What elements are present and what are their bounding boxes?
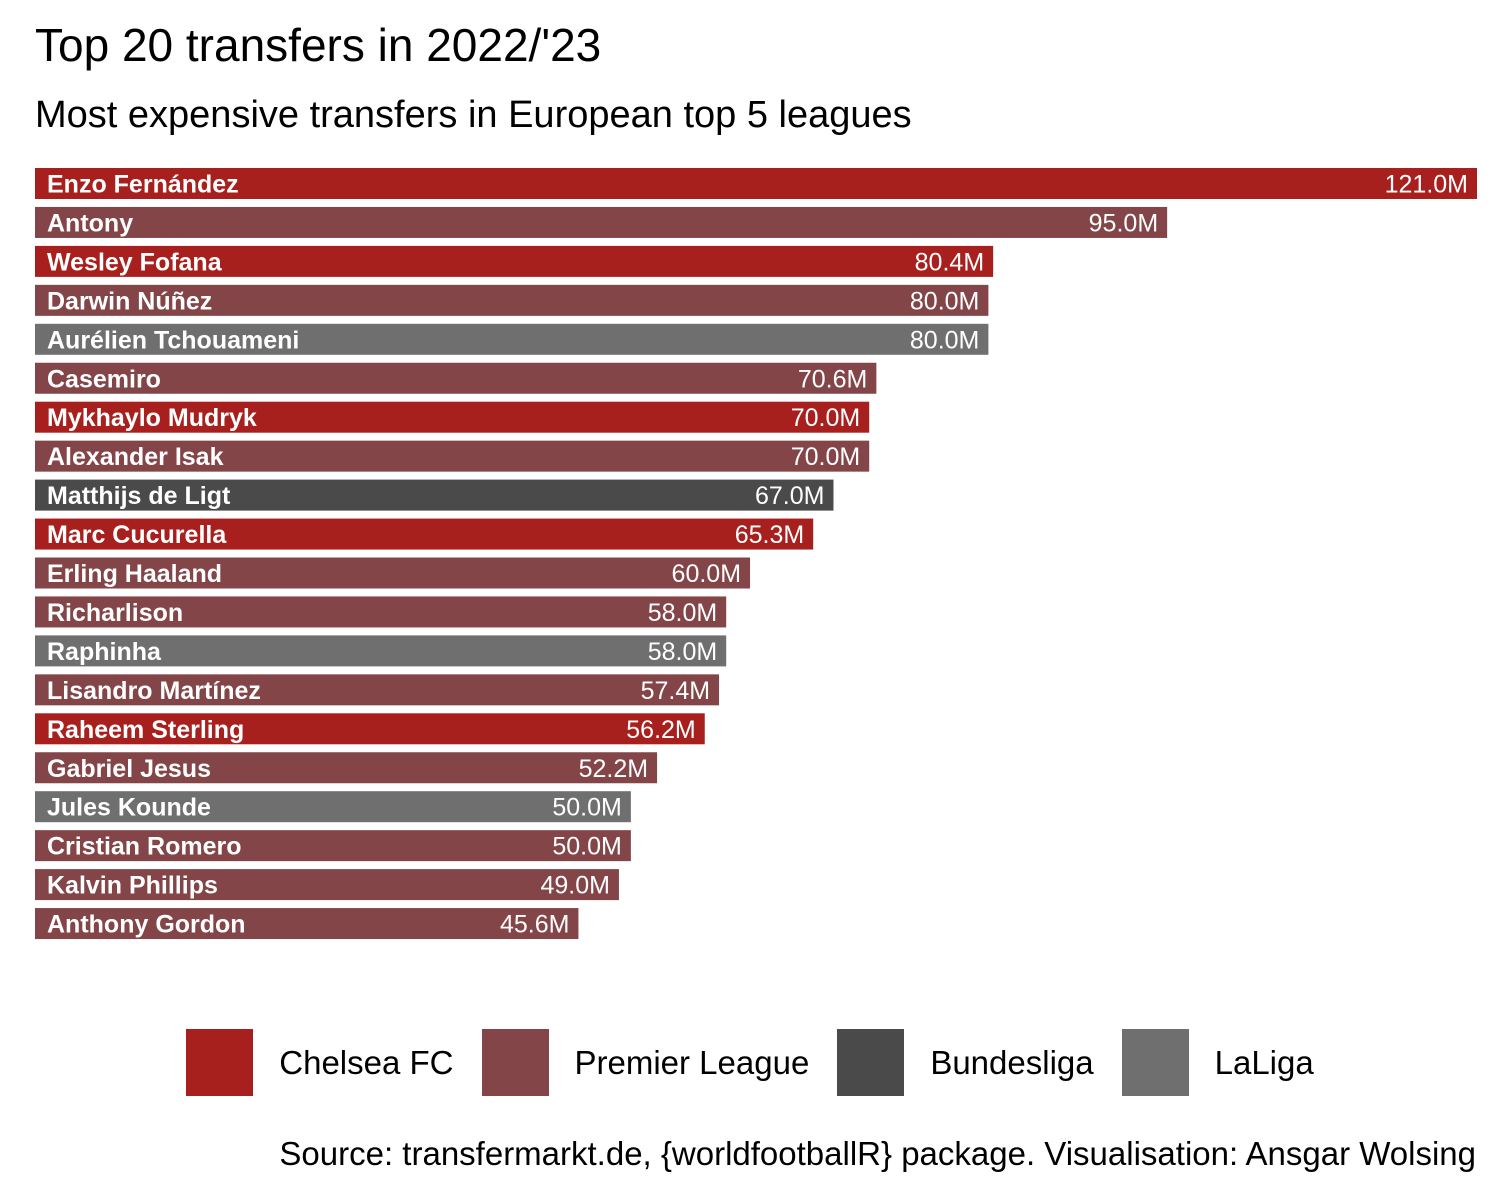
legend-item-premier-league: Premier League: [481, 1029, 810, 1096]
bar-raphinha: [35, 635, 727, 667]
bar-label-antony: Antony: [47, 209, 133, 237]
legend-swatch-chelsea: [186, 1029, 254, 1096]
bar-group-aurelien-tchouameni: Aurélien Tchouameni 80.0M: [35, 323, 989, 355]
bar-group-casemiro: Casemiro 70.6M: [35, 362, 877, 394]
bar-group-raheem-sterling: Raheem Sterling 56.2M: [35, 713, 705, 745]
legend: Chelsea FC Premier League Bundesliga LaL…: [0, 1029, 1500, 1096]
bar-darwin-nunez: [35, 284, 989, 316]
legend-item-bundesliga: Bundesliga: [837, 1029, 1094, 1096]
bar-group-richarlison: Richarlison 58.0M: [35, 596, 727, 628]
bar-label-richarlison: Richarlison: [47, 599, 183, 627]
bar-value-raphinha: 58.0M: [648, 638, 717, 666]
bar-group-mykhaylo-mudryk: Mykhaylo Mudryk 70.0M: [35, 401, 870, 433]
bar-group-alexander-isak: Alexander Isak 70.0M: [35, 440, 870, 472]
bar-value-antony: 95.0M: [1089, 209, 1158, 237]
legend-swatch-bundesliga: [837, 1029, 905, 1096]
bar-value-cristian-romero: 50.0M: [552, 833, 621, 861]
bar-group-matthijs-de-ligt: Matthijs de Ligt 67.0M: [35, 479, 834, 511]
bar-value-kalvin-phillips: 49.0M: [540, 872, 609, 900]
bar-value-jules-kounde: 50.0M: [552, 794, 621, 822]
bar-value-raheem-sterling: 56.2M: [626, 716, 695, 744]
bar-wesley-fofana: [35, 245, 994, 277]
chart-title: Top 20 transfers in 2022/'23: [35, 19, 602, 71]
legend-label-laliga: LaLiga: [1214, 1043, 1314, 1081]
bar-gabriel-jesus: [35, 752, 658, 784]
bar-label-gabriel-jesus: Gabriel Jesus: [47, 755, 211, 783]
bar-group-kalvin-phillips: Kalvin Phillips 49.0M: [35, 869, 619, 901]
bar-matthijs-de-ligt: [35, 479, 834, 511]
bar-value-lisandro-martinez: 57.4M: [641, 677, 710, 705]
legend-label-bundesliga: Bundesliga: [930, 1043, 1094, 1081]
chart-subtitle: Most expensive transfers in European top…: [35, 94, 912, 136]
bar-marc-cucurella: [35, 518, 814, 550]
bar-raheem-sterling: [35, 713, 705, 745]
bar-aurelien-tchouameni: [35, 323, 989, 355]
bar-value-matthijs-de-ligt: 67.0M: [755, 482, 824, 510]
bar-antony: [35, 206, 1168, 238]
bar-value-erling-haaland: 60.0M: [672, 560, 741, 588]
bar-alexander-isak: [35, 440, 870, 472]
bar-label-mykhaylo-mudryk: Mykhaylo Mudryk: [47, 404, 257, 432]
bar-value-richarlison: 58.0M: [648, 599, 717, 627]
bar-value-darwin-nunez: 80.0M: [910, 287, 979, 315]
legend-label-premier-league: Premier League: [574, 1043, 810, 1081]
bar-label-alexander-isak: Alexander Isak: [47, 443, 224, 471]
bar-label-jules-kounde: Jules Kounde: [47, 794, 211, 822]
bar-cristian-romero: [35, 830, 631, 862]
bar-label-raphinha: Raphinha: [47, 638, 162, 666]
bar-richarlison: [35, 596, 727, 628]
bar-label-erling-haaland: Erling Haaland: [47, 560, 222, 588]
bar-group-wesley-fofana: Wesley Fofana 80.4M: [35, 245, 994, 277]
bar-value-mykhaylo-mudryk: 70.0M: [791, 404, 860, 432]
bar-label-wesley-fofana: Wesley Fofana: [47, 248, 223, 276]
bar-label-matthijs-de-ligt: Matthijs de Ligt: [47, 482, 231, 510]
legend-swatch-laliga: [1121, 1029, 1189, 1096]
bar-value-aurelien-tchouameni: 80.0M: [910, 326, 979, 354]
bar-label-anthony-gordon: Anthony Gordon: [47, 911, 246, 939]
bar-mykhaylo-mudryk: [35, 401, 870, 433]
bar-group-raphinha: Raphinha 58.0M: [35, 635, 727, 667]
bar-label-kalvin-phillips: Kalvin Phillips: [47, 872, 218, 900]
bar-group-lisandro-martinez: Lisandro Martínez 57.4M: [35, 674, 720, 706]
legend-swatch-premier-league: [481, 1029, 549, 1096]
bar-label-casemiro: Casemiro: [47, 365, 161, 393]
bar-group-cristian-romero: Cristian Romero 50.0M: [35, 830, 631, 862]
bar-label-cristian-romero: Cristian Romero: [47, 833, 241, 861]
bar-group-jules-kounde: Jules Kounde 50.0M: [35, 791, 631, 823]
bar-group-enzo-fernandez: Enzo Fernández 121.0M: [35, 168, 1477, 199]
bar-label-darwin-nunez: Darwin Núñez: [47, 287, 212, 315]
bar-group-erling-haaland: Erling Haaland 60.0M: [35, 557, 751, 589]
source-caption: Source: transfermarkt.de, {worldfootball…: [279, 1135, 1476, 1172]
bar-kalvin-phillips: [35, 869, 619, 901]
bar-value-anthony-gordon: 45.6M: [500, 911, 569, 939]
legend-item-laliga: LaLiga: [1121, 1029, 1314, 1096]
bar-label-raheem-sterling: Raheem Sterling: [47, 716, 244, 744]
bar-value-gabriel-jesus: 52.2M: [579, 755, 648, 783]
bar-lisandro-martinez: [35, 674, 720, 706]
bar-value-alexander-isak: 70.0M: [791, 443, 860, 471]
bar-group-anthony-gordon: Anthony Gordon 45.6M: [35, 908, 579, 940]
legend-label-chelsea: Chelsea FC: [279, 1043, 454, 1081]
bar-group-darwin-nunez: Darwin Núñez 80.0M: [35, 284, 989, 316]
bar-value-casemiro: 70.6M: [798, 365, 867, 393]
bar-casemiro: [35, 362, 877, 394]
bar-erling-haaland: [35, 557, 751, 589]
bar-value-enzo-fernandez: 121.0M: [1385, 171, 1468, 199]
bar-label-aurelien-tchouameni: Aurélien Tchouameni: [47, 326, 299, 354]
bar-label-marc-cucurella: Marc Cucurella: [47, 521, 227, 549]
legend-item-chelsea: Chelsea FC: [186, 1029, 454, 1096]
bar-group-antony: Antony 95.0M: [35, 206, 1168, 238]
bar-jules-kounde: [35, 791, 631, 823]
bar-label-lisandro-martinez: Lisandro Martínez: [47, 677, 261, 705]
bar-value-marc-cucurella: 65.3M: [735, 521, 804, 549]
bar-value-wesley-fofana: 80.4M: [915, 248, 984, 276]
bar-group-gabriel-jesus: Gabriel Jesus 52.2M: [35, 752, 658, 784]
bar-enzo-fernandez: [35, 168, 1477, 199]
bar-anthony-gordon: [35, 908, 579, 940]
bar-label-enzo-fernandez: Enzo Fernández: [47, 171, 239, 199]
bar-group-marc-cucurella: Marc Cucurella 65.3M: [35, 518, 814, 550]
